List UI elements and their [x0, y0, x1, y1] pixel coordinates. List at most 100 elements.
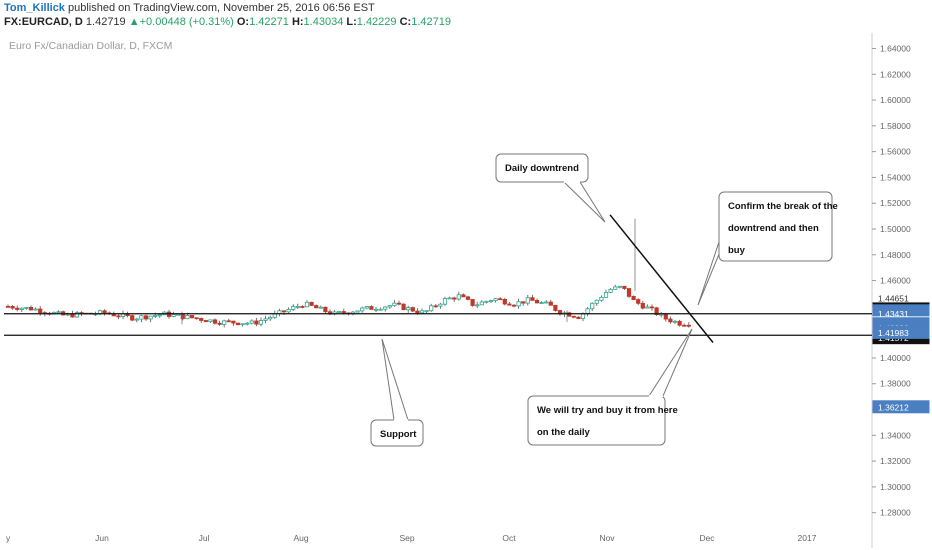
candle — [33, 307, 38, 311]
price-tick-label: 1.64000 — [880, 43, 911, 53]
candle-body-down — [254, 320, 259, 325]
candle — [447, 296, 452, 300]
price-tick-label: 1.46000 — [880, 276, 911, 286]
author-link[interactable]: Tom_Killick — [4, 2, 65, 14]
time-tick-label: Dec — [699, 533, 715, 543]
candle — [475, 301, 480, 309]
candle — [406, 305, 411, 313]
candle — [304, 300, 310, 308]
candle-body-down — [461, 294, 466, 298]
candle — [645, 304, 650, 309]
price-tick-label: 1.40000 — [880, 353, 911, 363]
candle — [571, 315, 576, 319]
candle — [194, 317, 199, 320]
candle — [539, 301, 544, 304]
candle — [677, 319, 682, 327]
downtrend-line — [609, 214, 714, 343]
chart-title: Euro Fx/Canadian Dollar, D, FXCM — [9, 40, 172, 52]
candle — [19, 307, 24, 312]
levels-group — [4, 214, 872, 343]
candle — [74, 311, 80, 318]
candle — [654, 306, 659, 316]
candle-body-up — [355, 310, 360, 313]
candle — [470, 299, 475, 307]
candle — [617, 285, 622, 289]
price-label-badge: 1.44651 — [872, 291, 930, 305]
candle-body-up — [383, 306, 388, 310]
time-tick-label: Sep — [399, 533, 414, 543]
candle — [226, 318, 231, 323]
annotation-callout: We will try and buy it from here on the d… — [527, 328, 693, 446]
candle-body-up — [263, 318, 268, 321]
candle-body-up — [56, 311, 61, 314]
candle — [240, 323, 245, 327]
candle — [254, 318, 259, 327]
candle — [401, 303, 406, 311]
candle — [682, 323, 687, 327]
candle-body-down — [452, 297, 457, 300]
candle-body-down — [217, 322, 222, 325]
candle-body-up — [438, 303, 443, 307]
chart-area[interactable]: Euro Fx/Canadian Dollar, D, FXCM Daily d… — [4, 33, 932, 548]
candle-body-up — [318, 306, 323, 309]
candle-body-down — [534, 300, 540, 304]
candle-body-up — [360, 307, 365, 312]
candle — [668, 316, 673, 324]
price-label-bg — [872, 400, 930, 414]
candle — [456, 291, 461, 301]
candle — [143, 314, 149, 321]
candle-body-up — [488, 300, 494, 302]
price-tick-label: 1.30000 — [880, 482, 911, 492]
open-label: O: — [236, 16, 250, 28]
time-tick-label: 2017 — [798, 533, 817, 543]
low-label: L: — [346, 16, 357, 28]
candle — [649, 304, 655, 311]
chart-background — [4, 33, 872, 548]
candle-body-down — [668, 318, 673, 323]
candle-body-down — [166, 311, 172, 317]
candle — [130, 314, 135, 322]
candle-body-up — [479, 301, 484, 306]
callout-text: We will try and buy it from here — [537, 405, 678, 416]
candle-body-up — [590, 302, 595, 310]
candle — [465, 295, 471, 301]
candle — [10, 304, 15, 310]
candle — [530, 294, 535, 301]
callout-box — [527, 395, 666, 446]
symbol-name[interactable]: FX:EURCAD, D — [4, 16, 83, 28]
candle-body-up — [516, 301, 521, 307]
candle-body-up — [19, 307, 24, 310]
time-tick-label: Jul — [199, 533, 210, 543]
candle — [534, 298, 540, 304]
candle-body-down — [626, 288, 632, 297]
candle-body-up — [484, 300, 489, 303]
price-tick-label: 1.48000 — [880, 250, 911, 260]
price-chart[interactable]: Euro Fx/Canadian Dollar, D, FXCM Daily d… — [4, 33, 932, 548]
price-label-text: 1.43431 — [878, 309, 909, 319]
candle-body-down — [521, 301, 526, 304]
candle — [249, 319, 254, 325]
candle — [484, 300, 489, 304]
candle — [452, 296, 457, 303]
callout-text: buy — [728, 245, 746, 256]
candle-body-down — [309, 301, 314, 306]
candle-body-up — [337, 311, 342, 313]
candle — [208, 319, 213, 323]
candles-group — [5, 218, 691, 328]
candle — [442, 296, 448, 306]
candle — [631, 295, 636, 300]
candle-body-down — [682, 324, 687, 327]
candle — [189, 315, 195, 319]
candle-body-up — [134, 318, 139, 321]
candle — [576, 316, 581, 319]
candle-body-up — [585, 308, 590, 314]
candle — [488, 299, 494, 303]
candle — [493, 297, 498, 303]
time-axis[interactable]: y Jun Jul Aug Sep Oct Nov Dec 2017 — [6, 533, 817, 543]
price-axis[interactable]: 1.64000 1.62000 1.60000 1.58000 1.56000 1.540… — [872, 43, 930, 518]
candle — [613, 284, 618, 290]
candle — [217, 320, 222, 326]
candle-body-down — [640, 302, 645, 309]
candle — [263, 315, 268, 324]
candle — [134, 317, 139, 323]
